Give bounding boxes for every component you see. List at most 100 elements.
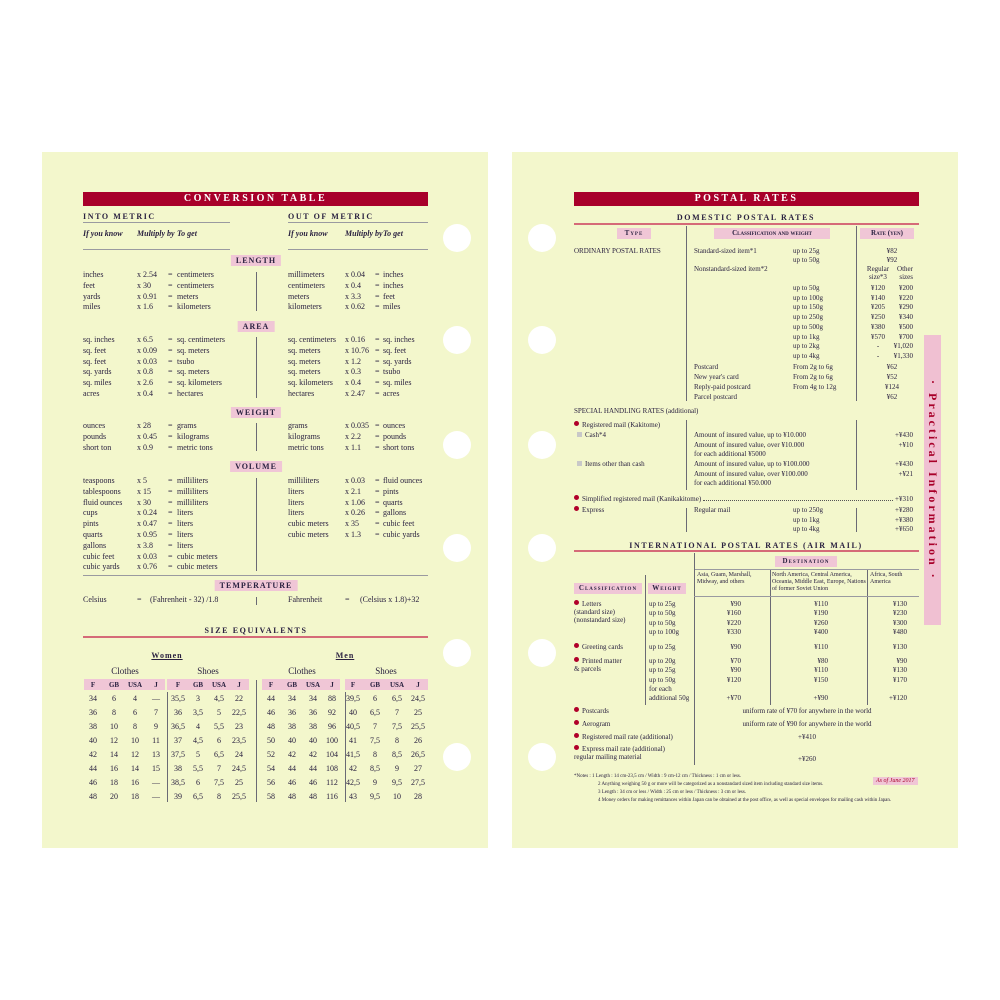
conversion-cell: = bbox=[168, 508, 173, 518]
weight-cell: up to 2kg bbox=[793, 342, 820, 350]
weight-cell: up to 25g bbox=[649, 643, 676, 651]
weight-cell: up to 50g bbox=[649, 675, 676, 684]
practical-information-tab[interactable]: · Practical Information · bbox=[924, 335, 941, 625]
rate-asia: ¥330 bbox=[727, 627, 741, 636]
postal-title: POSTAL RATES bbox=[574, 192, 919, 206]
insured-value: Amount of insured value, over ¥100.000 bbox=[694, 469, 808, 478]
conversion-cell: fluid ounces bbox=[383, 476, 423, 485]
weight-cell: up to 1kg bbox=[793, 333, 820, 341]
conversion-cell: meters bbox=[288, 291, 310, 301]
intl-flat-2: Registered mail rate (additional) bbox=[574, 733, 673, 741]
weight-cell: From 2g to 6g bbox=[793, 373, 833, 381]
size-cell: 108 bbox=[326, 764, 338, 773]
size-cell: 42,5 bbox=[346, 778, 360, 787]
women-heading: Women bbox=[151, 651, 183, 660]
conversion-cell: quarts bbox=[383, 497, 403, 507]
rate-north-america-europe: ¥110 bbox=[814, 666, 828, 675]
rate-north-america-europe: ¥110 bbox=[814, 643, 828, 651]
footnote: 2 Anything weighing 50 g or more will be… bbox=[598, 782, 824, 787]
size-header: USA bbox=[211, 681, 227, 689]
size-cell: 9,5 bbox=[370, 792, 380, 801]
conversion-cell: = bbox=[168, 389, 173, 398]
conversion-cell: inches bbox=[83, 270, 104, 279]
label: Cash*4 bbox=[585, 431, 606, 439]
weight-cell: up to 50g bbox=[793, 284, 820, 292]
size-cell: 5 bbox=[196, 750, 200, 759]
rate: +¥310 bbox=[895, 495, 913, 503]
conversion-cell: = bbox=[168, 486, 173, 496]
size-cell: 26,5 bbox=[411, 750, 425, 759]
size-cell: 8,5 bbox=[370, 764, 380, 773]
column-header: Multiply by bbox=[345, 229, 383, 238]
insured-value: Amount of insured value, over ¥10.000 bbox=[694, 440, 805, 449]
size-cell: 54 bbox=[267, 764, 275, 773]
conversion-cell: kilograms bbox=[177, 431, 209, 441]
special-label: SPECIAL HANDLING RATES (additional) bbox=[574, 407, 699, 415]
square-bullet-icon bbox=[577, 432, 582, 437]
region-header: Asia, Guam, Marshall, Midway, and others bbox=[697, 572, 752, 585]
section-label-weight: WEIGHT bbox=[230, 407, 282, 418]
bullet-icon bbox=[574, 495, 579, 500]
size-cell: 28 bbox=[414, 792, 422, 801]
bullet-icon bbox=[574, 643, 579, 648]
size-header: GB bbox=[108, 681, 120, 689]
size-cell: 38 bbox=[309, 722, 317, 731]
rate-other: ¥290 bbox=[899, 303, 913, 311]
size-cell: 5,5 bbox=[214, 722, 224, 731]
size-cell: 42 bbox=[89, 750, 97, 759]
temperature-cell: Fahrenheit bbox=[288, 595, 323, 604]
size-cell: 36 bbox=[309, 708, 317, 717]
footnote: *Notes : 1 Length : 14 cm-23,5 cm / Widt… bbox=[574, 774, 742, 779]
rate-regular: ¥570 bbox=[871, 333, 885, 341]
weight-cell: up to 50g bbox=[649, 609, 676, 618]
section-label-temperature: TEMPERATURE bbox=[214, 580, 298, 591]
label: Items other than cash bbox=[585, 460, 645, 468]
size-cell: 44 bbox=[89, 764, 97, 773]
divider bbox=[167, 692, 168, 802]
size-cell: 24,5 bbox=[232, 764, 246, 773]
conversion-cell: centimeters bbox=[288, 280, 325, 290]
divider bbox=[256, 680, 257, 802]
size-cell: 92 bbox=[328, 708, 336, 717]
binder-hole bbox=[443, 431, 471, 459]
size-cell: 4 bbox=[133, 694, 137, 703]
intl-group-0: Letters (standard size) (nonstandard siz… bbox=[574, 600, 626, 624]
weight-cell: for each bbox=[649, 684, 672, 693]
size-cell: 9 bbox=[373, 778, 377, 787]
insured-value: Amount of insured value, up to ¥100.000 bbox=[694, 460, 810, 468]
label: Printed matter & parcels bbox=[574, 657, 622, 673]
out-of-metric-heading: OUT OF METRIC bbox=[288, 212, 374, 221]
size-cell: 24,5 bbox=[411, 694, 425, 703]
size-cell: 6,5 bbox=[392, 694, 402, 703]
size-cell: 23,5 bbox=[232, 736, 246, 745]
size-cell: 116 bbox=[326, 792, 338, 801]
rate-africa-south-america: ¥170 bbox=[893, 675, 907, 684]
bullet-icon bbox=[574, 733, 579, 738]
temperature-cell: = bbox=[137, 595, 142, 604]
binder-hole bbox=[443, 743, 471, 771]
size-cell: 112 bbox=[326, 778, 338, 787]
conversion-cell: = bbox=[168, 291, 173, 301]
conversion-cell: sq. feet bbox=[383, 345, 407, 355]
conversion-cell: liters bbox=[288, 508, 304, 518]
men-heading: Men bbox=[335, 651, 355, 660]
into-metric-heading: INTO METRIC bbox=[83, 212, 156, 221]
conversion-cell: tsubo bbox=[177, 356, 195, 366]
conversion-cell: x 0.95 bbox=[137, 530, 157, 539]
size-cell: 52 bbox=[267, 750, 275, 759]
divider bbox=[256, 272, 257, 312]
rate-north-america-europe: ¥80 bbox=[817, 657, 829, 665]
classification-cell: Postcard bbox=[694, 363, 719, 371]
size-cell: 6,5 bbox=[214, 750, 224, 759]
size-header-band bbox=[262, 679, 340, 690]
binder-hole bbox=[528, 743, 556, 771]
conversion-cell: x 6.5 bbox=[137, 335, 153, 344]
binder-hole bbox=[443, 326, 471, 354]
rate-other: ¥220 bbox=[899, 294, 913, 302]
region-header: Africa, South America bbox=[870, 572, 903, 585]
column-header: To get bbox=[383, 229, 403, 238]
size-cell: 12 bbox=[131, 750, 139, 759]
conversion-cell: x 0.4 bbox=[345, 378, 361, 388]
weight-cell: From 4g to 12g bbox=[793, 383, 837, 391]
group-heading: Clothes bbox=[288, 666, 316, 676]
